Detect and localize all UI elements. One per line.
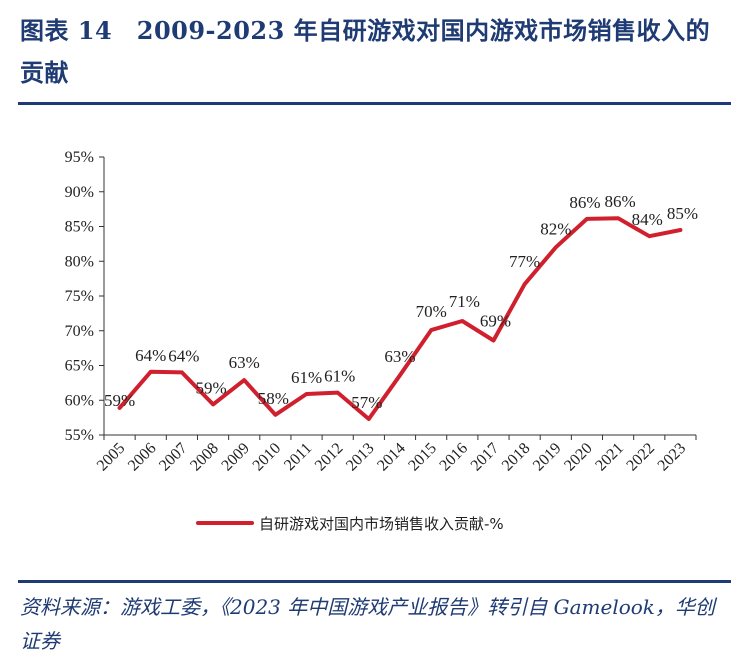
x-tick-label: 2021 [592, 440, 627, 475]
data-label: 70% [416, 302, 447, 321]
data-label: 71% [449, 292, 480, 311]
data-label: 61% [291, 368, 322, 387]
series-line-group [117, 216, 683, 421]
y-tick-label: 95% [65, 149, 94, 166]
source-divider [18, 580, 731, 583]
x-tick-label: 2011 [281, 440, 315, 474]
x-tick-label: 2018 [499, 440, 534, 475]
title-divider [18, 102, 731, 105]
data-label: 63% [384, 347, 415, 366]
data-label: 82% [540, 219, 571, 238]
chart-legend: 自研游戏对国内市场销售收入贡献-% [196, 515, 504, 533]
x-tick-label: 2016 [436, 440, 471, 475]
y-tick-label: 90% [65, 184, 94, 201]
data-label: 63% [229, 353, 260, 372]
x-axis-ticks: 2005200620072008200920102011201220132014… [94, 435, 697, 475]
x-tick-label: 2023 [655, 440, 690, 475]
y-axis-ticks: 55% 60% 65% 70% 75% 80% 85% 90% 95% [65, 149, 104, 444]
x-tick-label: 2007 [156, 440, 191, 475]
x-tick-label: 2008 [187, 440, 222, 475]
data-label: 85% [667, 204, 698, 223]
y-tick-label: 70% [65, 323, 94, 340]
data-label: 59% [195, 378, 226, 397]
y-tick-label: 80% [65, 253, 94, 270]
x-tick-label: 2013 [343, 440, 378, 475]
x-tick-label: 2020 [561, 440, 596, 475]
x-tick-label: 2006 [125, 440, 160, 475]
source-note: 资料来源：游戏工委，《2023 年中国游戏产业报告》转引自 Gamelook，华… [20, 595, 715, 653]
data-label: 57% [351, 393, 382, 412]
x-tick-label: 2015 [405, 440, 440, 475]
y-tick-label: 85% [65, 219, 94, 236]
data-label: 86% [569, 193, 600, 212]
data-label: 64% [168, 346, 199, 365]
data-label: 58% [258, 389, 289, 408]
data-labels: 59%64% 64%59%63%58%61% 61%57%63%70%71%69%7… [104, 192, 698, 412]
x-tick-label: 2017 [468, 440, 503, 475]
data-label: 69% [480, 311, 511, 330]
y-tick-label: 75% [65, 288, 94, 305]
data-label: 59% [104, 391, 135, 410]
data-label: 77% [509, 252, 540, 271]
y-tick-label: 60% [65, 392, 94, 409]
x-tick-label: 2005 [94, 440, 129, 475]
legend-label: 自研游戏对国内市场销售收入贡献-% [259, 515, 504, 533]
x-tick-label: 2014 [374, 440, 409, 475]
x-tick-label: 2019 [530, 440, 565, 475]
x-tick-label: 2012 [312, 440, 347, 475]
data-label: 61% [324, 367, 355, 386]
data-label: 86% [605, 192, 636, 211]
x-tick-label: 2022 [623, 440, 658, 475]
x-tick-label: 2010 [250, 440, 285, 475]
data-label: 84% [632, 210, 663, 229]
y-tick-label: 65% [65, 358, 94, 375]
data-label: 64% [135, 346, 166, 365]
x-tick-label: 2009 [218, 440, 253, 475]
y-tick-label: 55% [65, 427, 94, 444]
figure-title: 图表 14 2009-2023 年自研游戏对国内游戏市场销售收入的贡献 [20, 16, 711, 87]
